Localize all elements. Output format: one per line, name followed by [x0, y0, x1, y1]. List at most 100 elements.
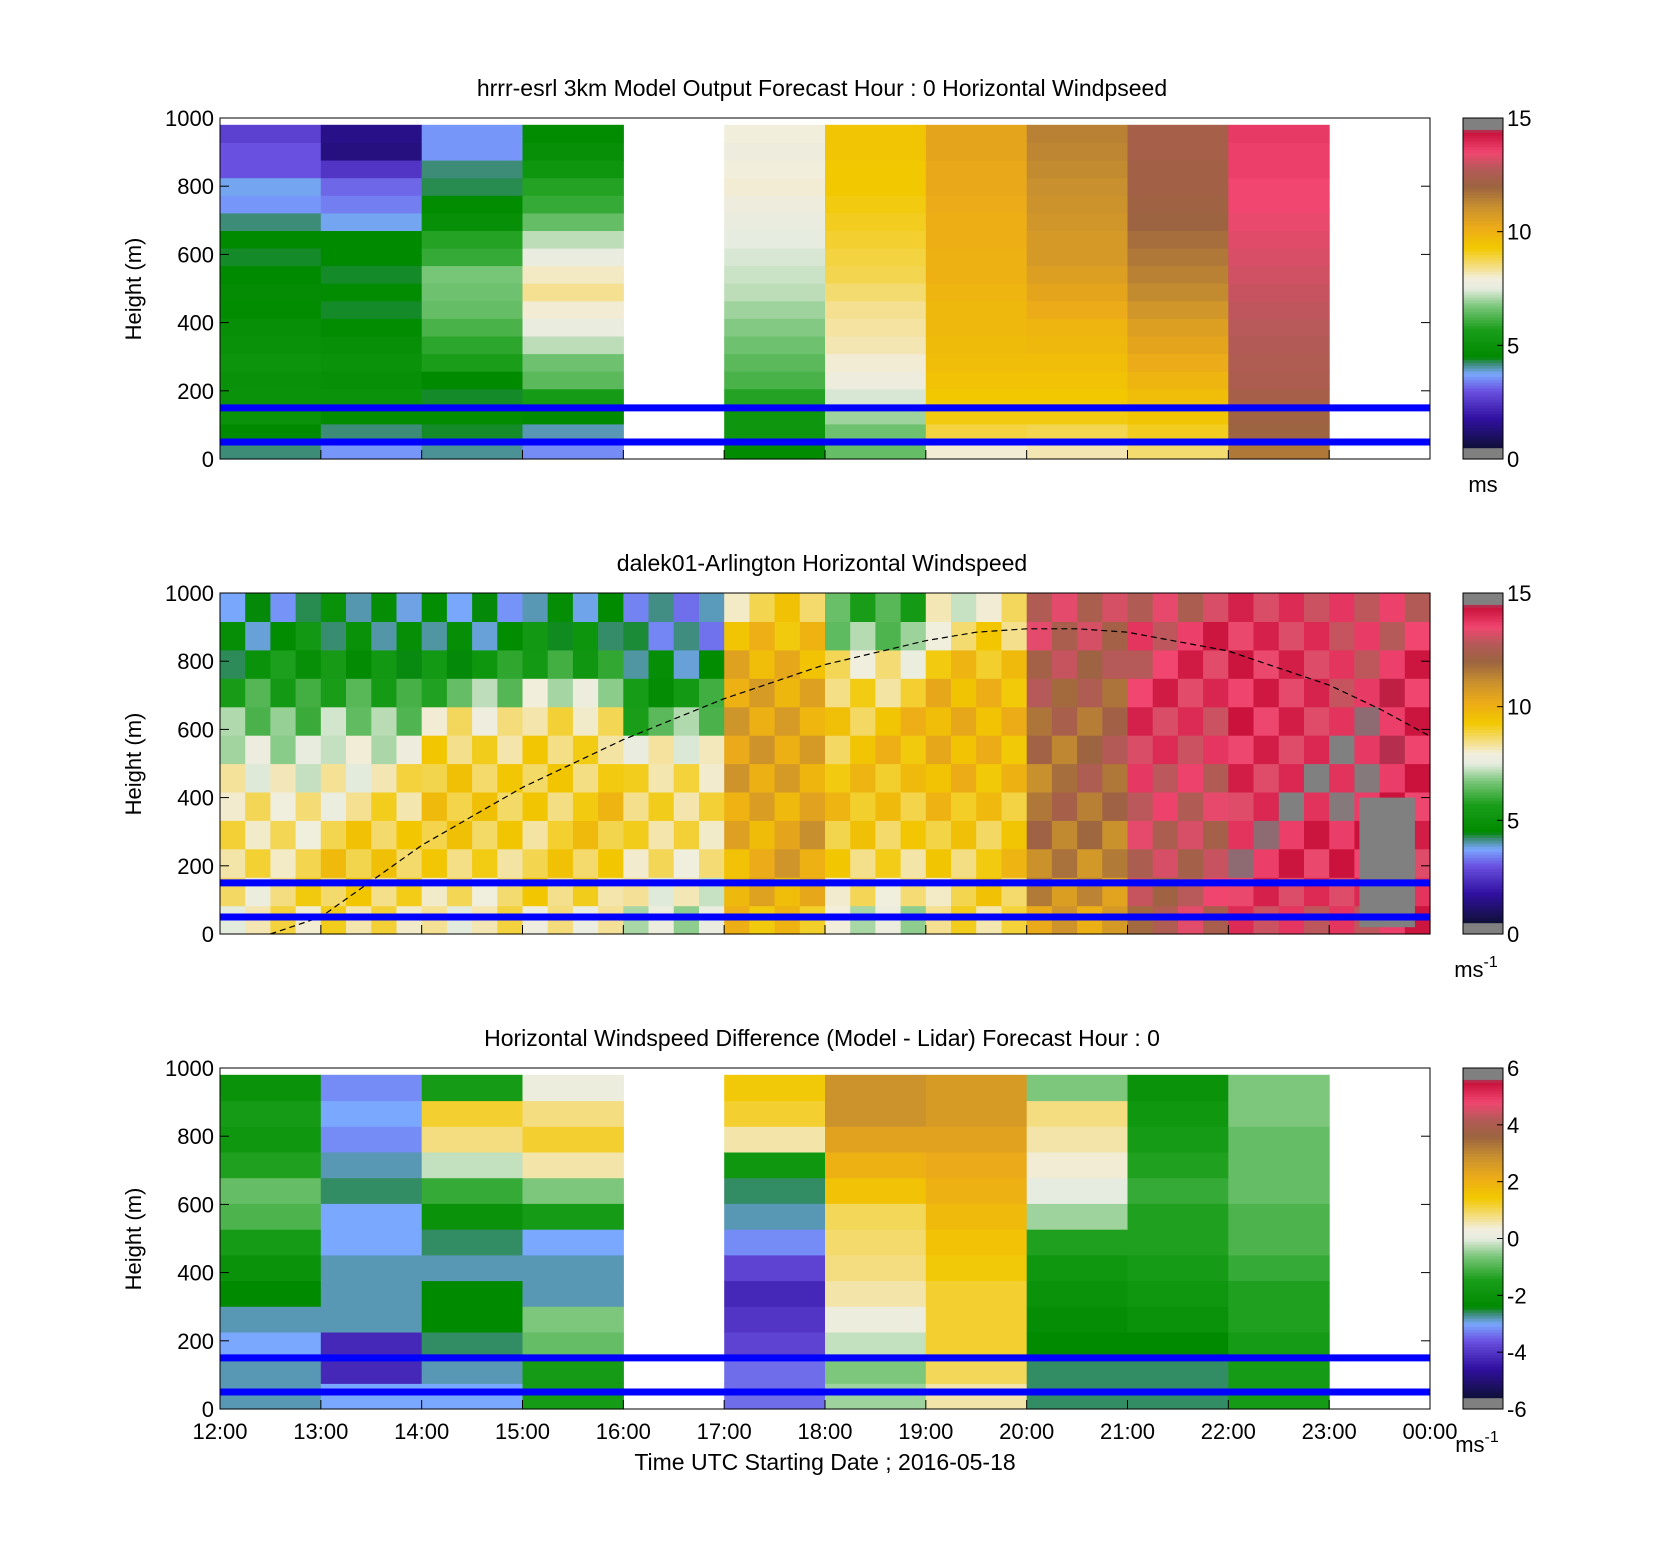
heatmap-cell	[925, 177, 1028, 196]
heatmap-cell	[724, 212, 826, 231]
heatmap-cell	[1203, 621, 1229, 651]
colorbar-segment	[1463, 1116, 1503, 1120]
heatmap-cell	[1127, 177, 1229, 196]
colorbar-segment	[1463, 328, 1503, 332]
colorbar-segment	[1463, 823, 1503, 827]
heatmap-cell	[1228, 283, 1330, 302]
colorbar-segment	[1463, 149, 1503, 153]
heatmap-cell	[1026, 593, 1053, 622]
heatmap-cell	[1077, 593, 1103, 622]
colorbar-segment	[1463, 1227, 1503, 1231]
colorbar-segment	[1463, 1258, 1503, 1262]
colorbar-segment	[1463, 396, 1503, 400]
heatmap-cell	[925, 1100, 1028, 1127]
heatmap-cell	[1379, 678, 1406, 708]
heatmap-cell	[295, 593, 322, 622]
heatmap-cell	[825, 1151, 927, 1179]
heatmap-cell	[648, 593, 675, 622]
heatmap-cell	[522, 212, 624, 231]
heatmap-cell	[1354, 649, 1381, 679]
heatmap-cell	[699, 621, 725, 651]
heatmap-cell	[245, 791, 271, 821]
heatmap-cell	[724, 706, 750, 736]
colorbar-segment	[1463, 132, 1503, 136]
colorbar-segment	[1463, 1295, 1503, 1299]
heatmap-cell	[220, 1126, 322, 1153]
colorbar-segment	[1463, 1107, 1503, 1112]
colorbar-segment	[1463, 632, 1503, 637]
y-tick-label: 200	[177, 854, 214, 879]
colorbar-segment	[1463, 208, 1503, 213]
heatmap-cell	[925, 621, 952, 651]
x-tick-label: 15:00	[495, 1419, 550, 1444]
heatmap-cell	[925, 1306, 1028, 1333]
colorbar-segment	[1463, 1181, 1503, 1186]
colorbar-segment	[1463, 220, 1503, 224]
heatmap-cell	[396, 649, 423, 679]
heatmap-cell	[598, 678, 624, 708]
heatmap-cell	[648, 820, 675, 850]
heatmap-cell	[825, 649, 851, 679]
colorbar-segment	[1463, 593, 1503, 597]
heatmap-cell	[421, 247, 524, 267]
heatmap-cell	[320, 212, 423, 231]
heatmap-cell	[724, 160, 826, 179]
heatmap-cell	[220, 441, 322, 460]
heatmap-cell	[497, 649, 524, 679]
colorbar-segment	[1463, 1261, 1503, 1265]
colorbar-segment	[1463, 735, 1503, 739]
heatmap-cell	[799, 593, 826, 622]
heatmap-cell	[1127, 1331, 1229, 1359]
heatmap-cell	[522, 195, 624, 214]
colorbar-tick-label: 15	[1507, 106, 1531, 131]
heatmap-cell	[1203, 820, 1229, 850]
heatmap-cell	[371, 820, 398, 850]
heatmap-cell	[1051, 593, 1078, 622]
heatmap-cell	[1127, 160, 1229, 179]
colorbar-segment	[1463, 1087, 1503, 1092]
colorbar-segment	[1463, 450, 1503, 454]
heatmap-cell	[1127, 649, 1154, 679]
heatmap-cell	[598, 791, 624, 821]
colorbar-segment	[1463, 1278, 1503, 1282]
colorbar-segment	[1463, 638, 1503, 642]
colorbar-segment	[1463, 644, 1503, 648]
heatmap-cell	[1329, 621, 1355, 651]
heatmap-cell	[572, 621, 599, 651]
heatmap-cell	[724, 177, 826, 196]
colorbar-segment	[1463, 1249, 1503, 1254]
heatmap-cell	[320, 1280, 423, 1307]
heatmap-cell	[1228, 1203, 1330, 1230]
colorbar-segment	[1463, 154, 1503, 159]
colorbar-segment	[1463, 1141, 1503, 1146]
lidar-colorbar-unit-exponent: -1	[1484, 954, 1498, 971]
colorbar-segment	[1463, 325, 1503, 329]
model-y-axis: 0 200 400 600 800 1000	[165, 106, 1430, 472]
heatmap-cell	[1228, 353, 1330, 372]
heatmap-cell	[724, 820, 750, 850]
model-overlay	[220, 404, 1430, 446]
heatmap-cell	[522, 247, 624, 267]
heatmap-cell	[1228, 1074, 1330, 1102]
heatmap-cell	[1026, 335, 1129, 355]
colorbar-segment	[1463, 1326, 1503, 1330]
heatmap-cell	[1001, 649, 1028, 679]
colorbar-segment	[1463, 1286, 1503, 1291]
heatmap-cell	[547, 848, 574, 878]
colorbar-segment	[1463, 257, 1503, 261]
colorbar-segment	[1463, 806, 1503, 810]
heatmap-cell	[1404, 621, 1431, 651]
colorbar-segment	[1463, 919, 1503, 924]
heatmap-cell	[421, 318, 524, 337]
heatmap-cell	[900, 593, 927, 622]
model-colorbar-unit: ms	[1468, 472, 1497, 497]
heatmap-cell	[925, 1177, 1028, 1204]
heatmap-cell	[1127, 1074, 1229, 1102]
colorbar-segment	[1463, 217, 1503, 221]
heatmap-cell	[1001, 678, 1028, 708]
heatmap-cell	[1077, 678, 1103, 708]
y-tick-label: 800	[177, 649, 214, 674]
heatmap-cell	[1379, 621, 1406, 651]
heatmap-cell	[724, 1383, 826, 1410]
colorbar-segment	[1463, 649, 1503, 654]
